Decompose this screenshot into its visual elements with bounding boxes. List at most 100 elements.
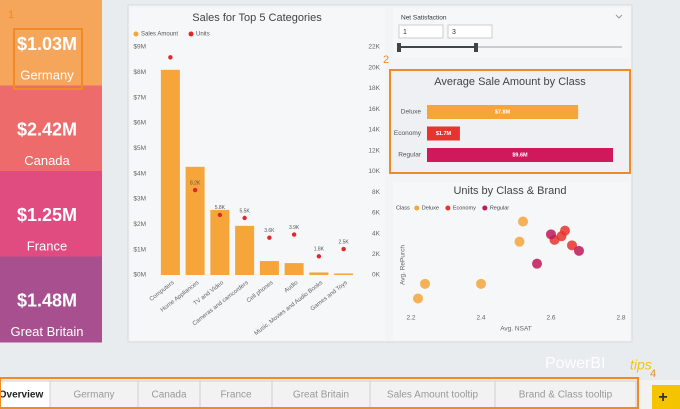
scatter-point <box>556 231 567 242</box>
data-label: 3.9K <box>289 225 300 231</box>
slicer-title: Net Satisfaction <box>401 15 447 22</box>
x-tick-label: 2.2 <box>406 315 415 322</box>
scatter-point <box>514 236 525 247</box>
data-label: $7.8M <box>495 109 511 115</box>
kpi-label: Canada <box>24 153 70 168</box>
legend-label: Regular <box>490 205 509 211</box>
x-axis-label: Avg. NSAT <box>500 326 532 333</box>
watermark-suffix: tips <box>630 357 652 373</box>
y2-tick-label: 6K <box>372 210 381 217</box>
scatter-panel <box>393 182 630 340</box>
slicer-input[interactable] <box>447 24 493 39</box>
scatter-point <box>574 245 584 256</box>
add-page-label: + <box>658 389 667 406</box>
y2-tick-label: 10K <box>368 168 380 175</box>
y-tick-label: $4M <box>133 170 146 177</box>
kpi-label: Great Britain <box>11 324 84 339</box>
data-label: 5.5K <box>239 208 250 214</box>
y-tick-label: Economy <box>394 130 422 137</box>
kpi-value: $1.25M <box>17 205 77 225</box>
legend-marker <box>188 31 194 37</box>
slider-handle[interactable] <box>474 43 478 52</box>
unit-dot <box>168 55 173 60</box>
add-page-button[interactable] <box>652 385 680 409</box>
y-tick-label: $5M <box>133 145 146 152</box>
kpi-card[interactable] <box>0 256 102 343</box>
highlight-box <box>0 377 639 409</box>
y-tick-label: Regular <box>398 152 422 159</box>
kpi-label: Germany <box>20 67 74 82</box>
x-tick-label: 2.8 <box>616 315 625 322</box>
kpi-card[interactable] <box>0 85 102 172</box>
x-tick-label: 2.4 <box>476 315 485 322</box>
kpi-label: France <box>27 238 67 253</box>
slider-handle[interactable] <box>397 43 401 52</box>
y2-tick-label: 8K <box>372 189 381 196</box>
page-tab[interactable] <box>369 380 496 409</box>
y-tick-label: $8M <box>133 69 146 76</box>
y2-tick-label: 22K <box>368 44 380 51</box>
tab-label: Brand & Class tooltip <box>519 390 613 401</box>
scatter-point <box>532 258 542 269</box>
kpi-value: $2.42M <box>17 119 77 139</box>
chart-title: Units by Class & Brand <box>453 185 566 197</box>
y-tick-label: $3M <box>133 196 146 203</box>
legend-marker <box>133 31 139 37</box>
y-tick-label: $1M <box>133 246 146 253</box>
data-label: 8.2K <box>190 180 201 186</box>
unit-dot <box>291 232 297 237</box>
bar <box>210 209 230 275</box>
chart-title: Average Sale Amount by Class <box>434 76 586 88</box>
tab-label: Overview <box>0 390 43 401</box>
data-label: $1.7M <box>436 131 452 137</box>
scatter-point <box>567 240 577 251</box>
kpi-value: $1.03M <box>17 34 77 54</box>
tab-label: Canada <box>151 390 186 401</box>
data-label: 5.8K <box>215 205 226 211</box>
bar <box>185 166 205 275</box>
y-axis-label: Avg. RePurch <box>400 245 407 285</box>
data-label: 1.8K <box>314 247 325 253</box>
legend-marker <box>445 205 451 211</box>
scatter-point <box>420 278 430 289</box>
y-tick-label: $0M <box>133 272 146 279</box>
x-tick-label: 2.6 <box>546 315 555 322</box>
scatter-point <box>413 293 423 304</box>
scatter-point <box>546 229 556 240</box>
annotation: 2 <box>383 54 389 66</box>
annotation: 1 <box>8 9 14 21</box>
slicer-min: 1 <box>403 29 407 36</box>
data-label: 2.5K <box>338 239 349 245</box>
highlight-box <box>13 28 83 90</box>
y-tick-label: $2M <box>133 221 146 228</box>
y2-tick-label: 20K <box>368 64 380 71</box>
page-tab[interactable] <box>0 380 51 409</box>
bar <box>235 225 255 275</box>
chart-title: Sales for Top 5 Categories <box>192 12 322 24</box>
legend-label: Deluxe <box>422 205 439 211</box>
tab-label: Germany <box>73 390 114 401</box>
bar <box>284 263 304 275</box>
bar <box>427 126 460 141</box>
bar <box>259 261 279 275</box>
slicer-max: 3 <box>452 29 456 36</box>
bar <box>334 273 354 275</box>
legend-marker <box>482 205 488 211</box>
page-tab[interactable] <box>494 380 637 409</box>
y2-tick-label: 2K <box>372 251 381 258</box>
watermark-brand: PowerBI <box>545 355 605 372</box>
unit-dot <box>217 212 223 218</box>
slicer-input[interactable] <box>398 24 444 39</box>
y2-tick-label: 0K <box>372 272 381 279</box>
annotation: 4 <box>650 368 656 380</box>
y2-tick-label: 18K <box>368 85 380 92</box>
y2-tick-label: 12K <box>368 147 380 154</box>
bar <box>427 105 579 119</box>
legend-label: Economy <box>453 205 476 211</box>
kpi-card[interactable] <box>0 0 102 86</box>
bar <box>427 148 613 162</box>
legend-label: Sales Amount <box>141 32 178 38</box>
y-tick-label: Deluxe <box>401 109 422 116</box>
kpi-card[interactable] <box>0 171 102 257</box>
